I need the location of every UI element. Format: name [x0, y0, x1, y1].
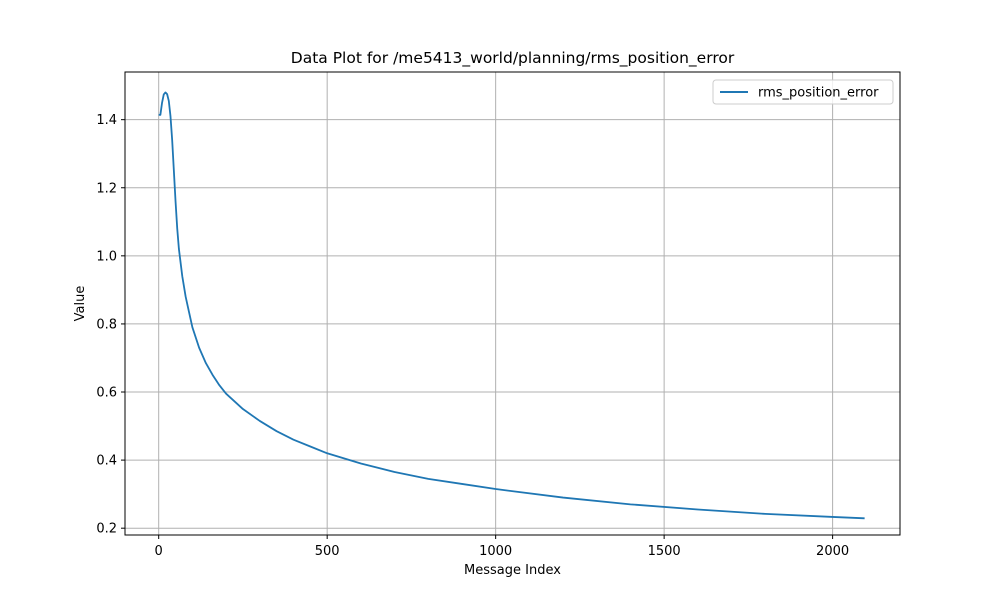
x-tick-label: 500: [315, 544, 340, 559]
data-point: [259, 420, 260, 421]
axes-frame: [124, 71, 901, 536]
y-tick-label: 1.2: [96, 181, 117, 196]
data-point: [225, 393, 226, 394]
data-point: [461, 483, 462, 484]
y-axis-title: Value: [73, 286, 88, 322]
data-point: [212, 374, 213, 375]
y-tick-label: 0.2: [96, 522, 117, 537]
data-point: [168, 100, 169, 101]
data-point: [185, 296, 186, 297]
data-point: [178, 248, 179, 249]
x-tick-label: 1500: [648, 544, 681, 559]
data-point: [697, 509, 698, 510]
y-tick-label: 0.6: [96, 386, 117, 401]
x-tick-label: 2000: [816, 544, 849, 559]
data-point: [170, 116, 171, 117]
data-point: [161, 102, 162, 103]
data-point: [199, 347, 200, 348]
chart-title: Data Plot for /me5413_world/planning/rms…: [291, 49, 735, 68]
grid: [125, 72, 900, 535]
data-point: [276, 431, 277, 432]
data-point: [630, 504, 631, 505]
data-point: [310, 446, 311, 447]
series-line-rms-position-error: [158, 91, 865, 520]
data-point: [173, 170, 174, 171]
ticks: 0 500 1000 1500 2000 0.2 0.4 0.6 0.8 1.0 1.2 1.4: [96, 113, 849, 559]
data-point: [158, 114, 159, 115]
data-point: [177, 228, 178, 229]
y-tick-label: 1.4: [96, 113, 117, 128]
legend-label-rms-position-error: rms_position_error: [758, 86, 879, 101]
data-point: [219, 385, 220, 386]
legend: rms_position_error: [712, 79, 894, 105]
data-point: [562, 497, 563, 498]
data-point: [832, 516, 833, 517]
data-point: [182, 276, 183, 277]
legend-box: [712, 79, 894, 105]
x-tick-label: 1000: [479, 544, 512, 559]
x-tick-label: 0: [155, 544, 163, 559]
data-point: [163, 94, 164, 95]
data-point: [192, 327, 193, 328]
data-point: [165, 92, 166, 93]
data-point: [428, 478, 429, 479]
data-point: [495, 488, 496, 489]
data-point: [765, 513, 766, 514]
data-point: [167, 94, 168, 95]
data-point: [172, 139, 173, 140]
data-point: [293, 439, 294, 440]
data-point: [175, 201, 176, 202]
y-tick-label: 1.0: [96, 249, 117, 264]
x-axis-title: Message Index: [464, 563, 561, 578]
data-point: [360, 463, 361, 464]
data-point: [160, 114, 161, 115]
data-point: [188, 311, 189, 312]
y-tick-label: 0.4: [96, 454, 117, 469]
data-point: [864, 518, 865, 519]
data-point: [242, 408, 243, 409]
data-point: [205, 362, 206, 363]
y-tick-label: 0.8: [96, 317, 117, 332]
series-layer: [158, 91, 865, 520]
data-point: [327, 453, 328, 454]
data-point: [394, 471, 395, 472]
